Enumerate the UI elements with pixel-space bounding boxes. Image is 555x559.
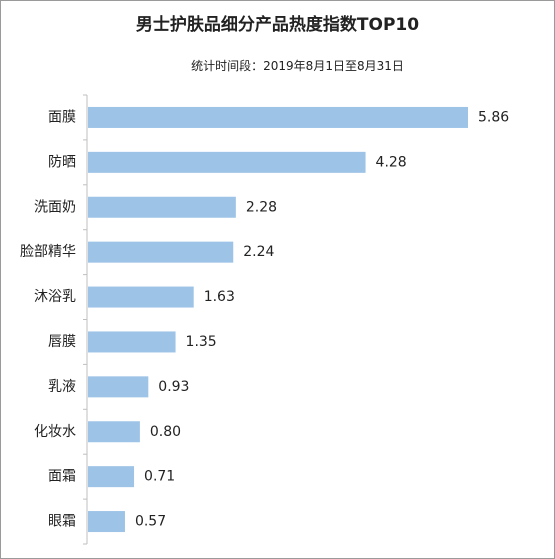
bar-2 xyxy=(88,196,236,218)
data-label: 0.93 xyxy=(158,379,189,395)
chart-subtitle: 统计时间段：2019年8月1日至8月31日 xyxy=(0,57,555,74)
bar-5 xyxy=(88,331,176,353)
bar-6 xyxy=(88,376,149,398)
category-label: 沐浴乳 xyxy=(34,289,76,305)
category-label: 洗面奶 xyxy=(34,199,76,215)
data-label: 1.35 xyxy=(186,334,217,350)
bar-8 xyxy=(88,466,135,488)
category-label: 眼霜 xyxy=(48,514,76,530)
data-label: 0.80 xyxy=(150,424,181,440)
bar-4 xyxy=(88,286,194,308)
bar-9 xyxy=(88,511,125,533)
category-label: 面膜 xyxy=(48,109,76,125)
data-label: 5.86 xyxy=(478,109,509,125)
category-label: 防晒 xyxy=(48,154,76,170)
category-label: 化妆水 xyxy=(34,424,76,440)
category-label: 唇膜 xyxy=(48,334,76,350)
bar-3 xyxy=(88,241,234,263)
chart-title: 男士护肤品细分产品热度指数TOP10 xyxy=(135,15,420,35)
data-label: 4.28 xyxy=(376,154,407,170)
data-label: 0.57 xyxy=(135,514,166,530)
bar-1 xyxy=(88,151,366,173)
bar-7 xyxy=(88,421,140,443)
data-label: 1.63 xyxy=(204,289,235,305)
chart-subtitle-text: 统计时间段：2019年8月1日至8月31日 xyxy=(191,59,404,73)
data-label: 2.24 xyxy=(243,244,274,260)
bar-0 xyxy=(88,106,468,128)
category-label: 乳液 xyxy=(48,379,76,395)
data-label: 0.71 xyxy=(144,469,175,485)
category-label: 面霜 xyxy=(48,469,76,485)
category-label: 脸部精华 xyxy=(20,244,76,260)
data-label: 2.28 xyxy=(246,199,277,215)
